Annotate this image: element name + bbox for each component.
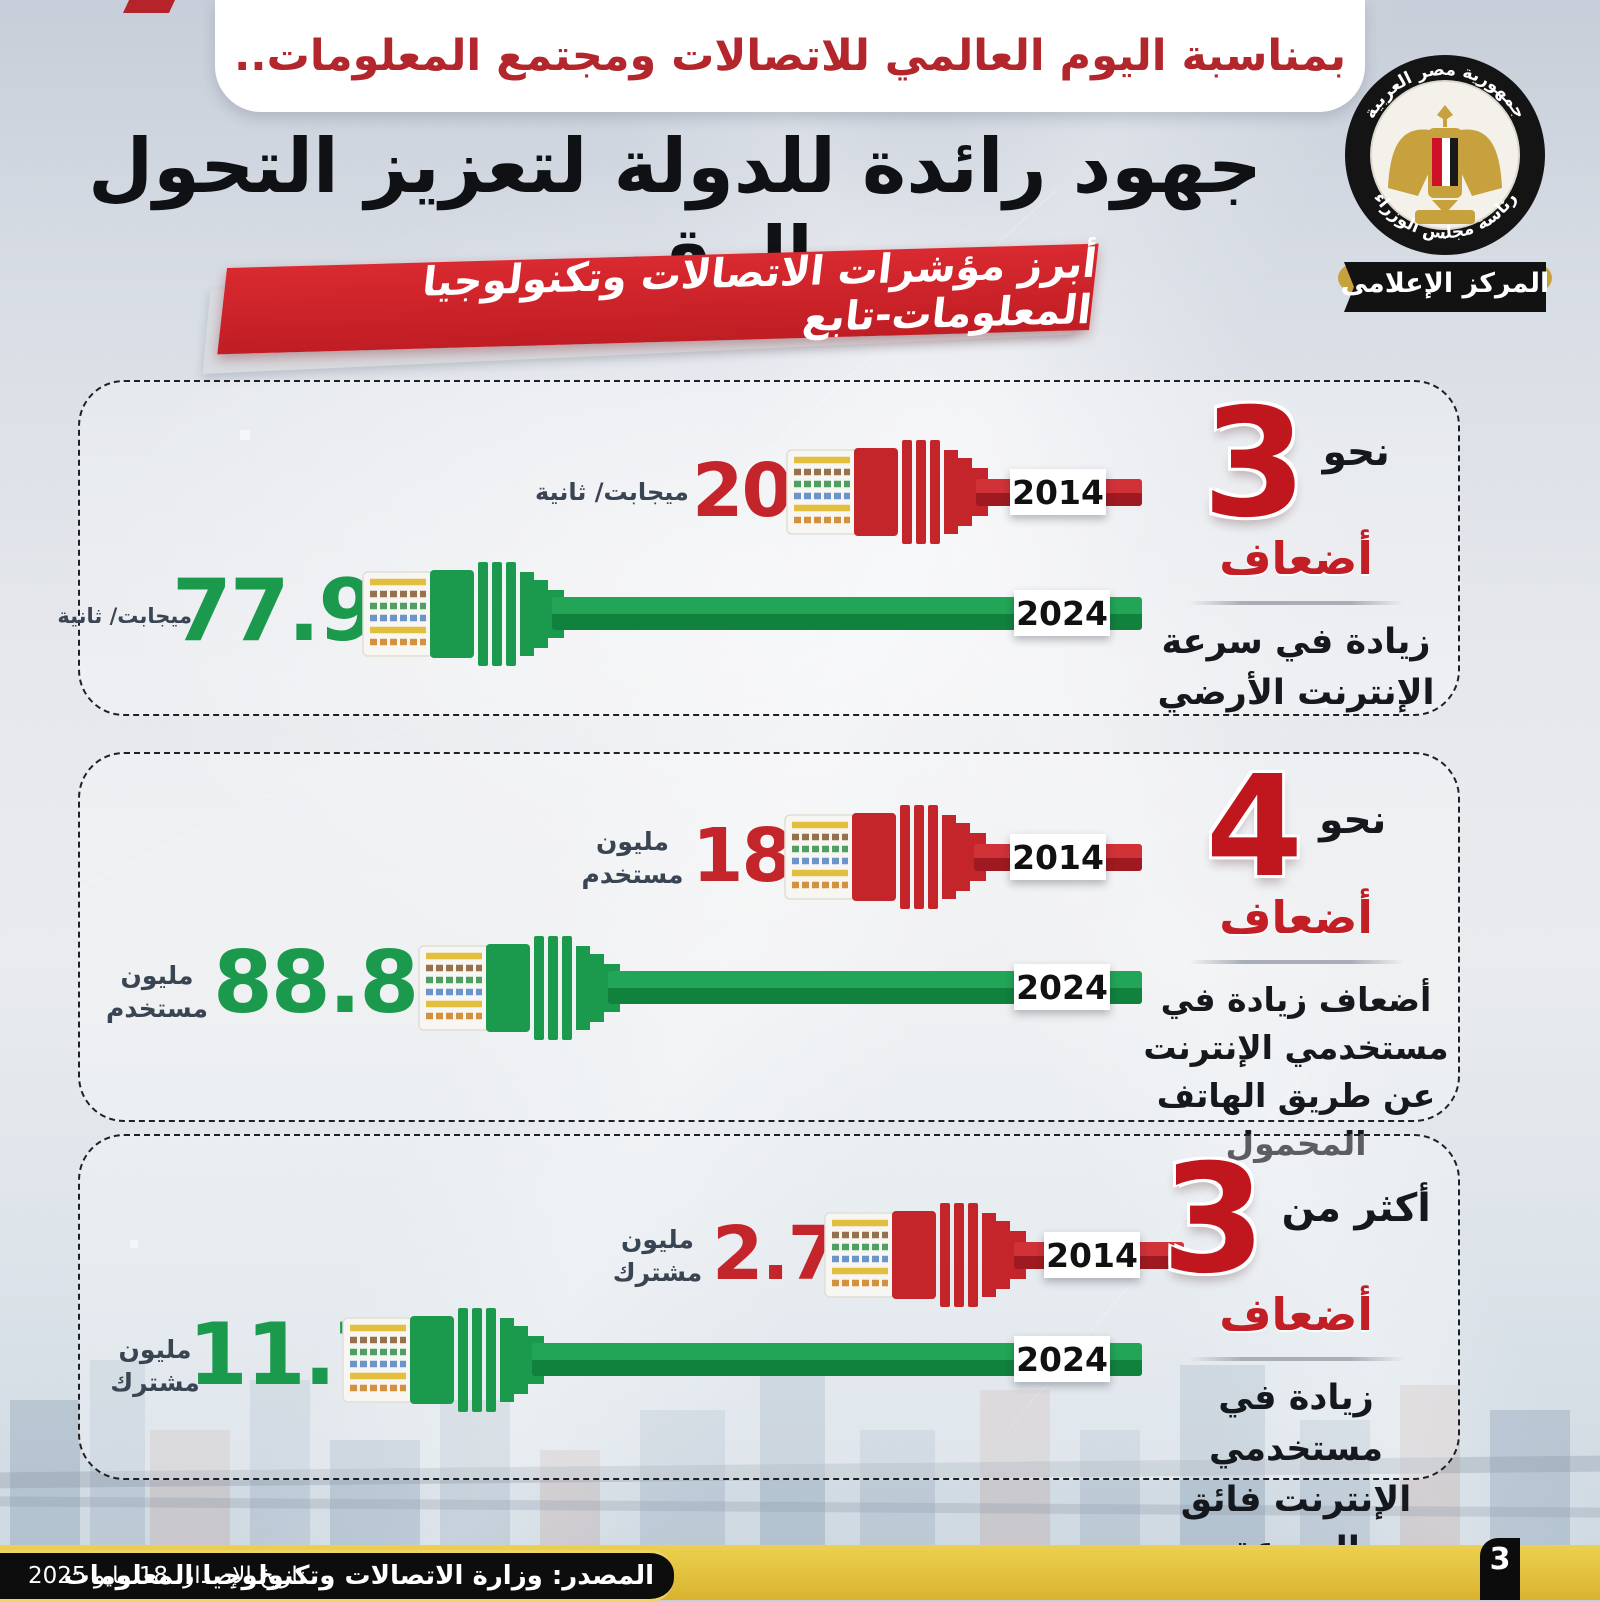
page-number-tab: 3	[1480, 1538, 1520, 1600]
rj45-wires-icon	[824, 1211, 896, 1299]
unit-label: ميجابت/ ثانية	[57, 604, 192, 628]
panel-divider	[1188, 601, 1404, 605]
stat-panel: نحو 4 أضعاف أضعاف زيادة في مستخدمي الإنت…	[1126, 746, 1466, 1168]
stat-section-highspeed-subscribers: مليون مشترك 2.7 2014 مليون مشترك 11.7 20…	[78, 1134, 1460, 1570]
value-2014: 2.7	[712, 1211, 839, 1297]
panel-divider	[1188, 1357, 1404, 1361]
rj45-wires-icon	[342, 1316, 414, 1404]
multiplier-number: 3	[1202, 377, 1307, 551]
source-bar: المصدر: وزارة الاتصالات وتكنولوجيا المعل…	[0, 1550, 674, 1602]
value-2024: 77.9	[172, 561, 378, 661]
unit-label: مليون مستخدم	[106, 961, 208, 1023]
unit-label: مليون مشترك	[612, 1225, 703, 1287]
rj45-wires-icon	[786, 448, 858, 536]
year-badge-2014: 2014	[1010, 469, 1106, 515]
multiplier-number: 3	[1161, 1133, 1266, 1307]
panel-divider	[1188, 960, 1404, 965]
occasion-banner: بمناسبة اليوم العالمي للاتصالات ومجتمع ا…	[215, 0, 1365, 112]
source-text: المصدر: وزارة الاتصالات وتكنولوجيا المعل…	[63, 1561, 654, 1591]
government-media-center-logo: جمهورية مصر العربية رئاسة مجلس الوزراء ا…	[1332, 50, 1558, 342]
stat-section-landline-speed: ميجابت/ ثانية 20 2014 ميجابت/ ثانية 77.9…	[57, 380, 1460, 716]
release-date-text: تاريخ الإصدار: 18 مايو 2025	[28, 1563, 305, 1589]
value-2014: 20	[692, 448, 793, 534]
year-badge-2014: 2014	[1010, 834, 1106, 880]
media-center-ribbon-text: المركز الإعلامى	[1340, 268, 1550, 299]
times-word: أضعاف	[1219, 532, 1373, 585]
red-corner-accent	[122, 0, 176, 13]
year-badge-2024: 2024	[1014, 964, 1110, 1010]
stat-description: زيادة في سرعة الإنترنت الأرضي	[1157, 622, 1435, 713]
stat-description: أضعاف زيادة في مستخدمي الإنترنت عن طريق …	[1143, 980, 1449, 1163]
emblem-graphic: جمهورية مصر العربية رئاسة مجلس الوزراء	[1338, 55, 1552, 312]
stat-panel: أكثر من 3 أضعاف زيادة في مستخدمي الإنترن…	[1126, 1133, 1466, 1576]
qualifier-text: نحو	[1322, 430, 1390, 475]
occasion-banner-text: بمناسبة اليوم العالمي للاتصالات ومجتمع ا…	[233, 31, 1347, 81]
qualifier-text: أكثر من	[1281, 1186, 1431, 1231]
eagle-emblem	[1388, 105, 1502, 224]
qualifier-text: نحو	[1319, 798, 1387, 843]
year-badge-2024: 2024	[1014, 1336, 1110, 1382]
value-2024: 88.8	[213, 933, 419, 1033]
value-2024: 11.7	[188, 1305, 394, 1405]
times-word: أضعاف	[1219, 891, 1373, 945]
unit-label: مليون مشترك	[110, 1335, 200, 1397]
year-badge-2024: 2024	[1014, 590, 1110, 636]
stat-section-mobile-internet-users: مليون مستخدم 18 2014 مليون مستخدم 88.8 2…	[78, 752, 1460, 1163]
multiplier-number: 4	[1205, 746, 1304, 909]
subtitle-text: أبرز مؤشرات الاتصالات وتكنولوجيا المعلوم…	[419, 240, 1100, 342]
value-2014: 18	[692, 813, 793, 899]
rj45-wires-icon	[418, 944, 490, 1032]
times-word: أضعاف	[1219, 1288, 1373, 1341]
rj45-wires-icon	[784, 813, 856, 901]
year-badge-2014: 2014	[1044, 1232, 1140, 1278]
page-number: 3	[1489, 1542, 1511, 1577]
rj45-wires-icon	[362, 570, 434, 658]
stat-panel: نحو 3 أضعاف زيادة في سرعة الإنترنت الأرض…	[1126, 377, 1466, 719]
subtitle-ribbon: أبرز مؤشرات الاتصالات وتكنولوجيا المعلوم…	[202, 241, 1099, 375]
unit-label: ميجابت/ ثانية	[535, 478, 689, 506]
unit-label: مليون مستخدم	[581, 827, 684, 889]
